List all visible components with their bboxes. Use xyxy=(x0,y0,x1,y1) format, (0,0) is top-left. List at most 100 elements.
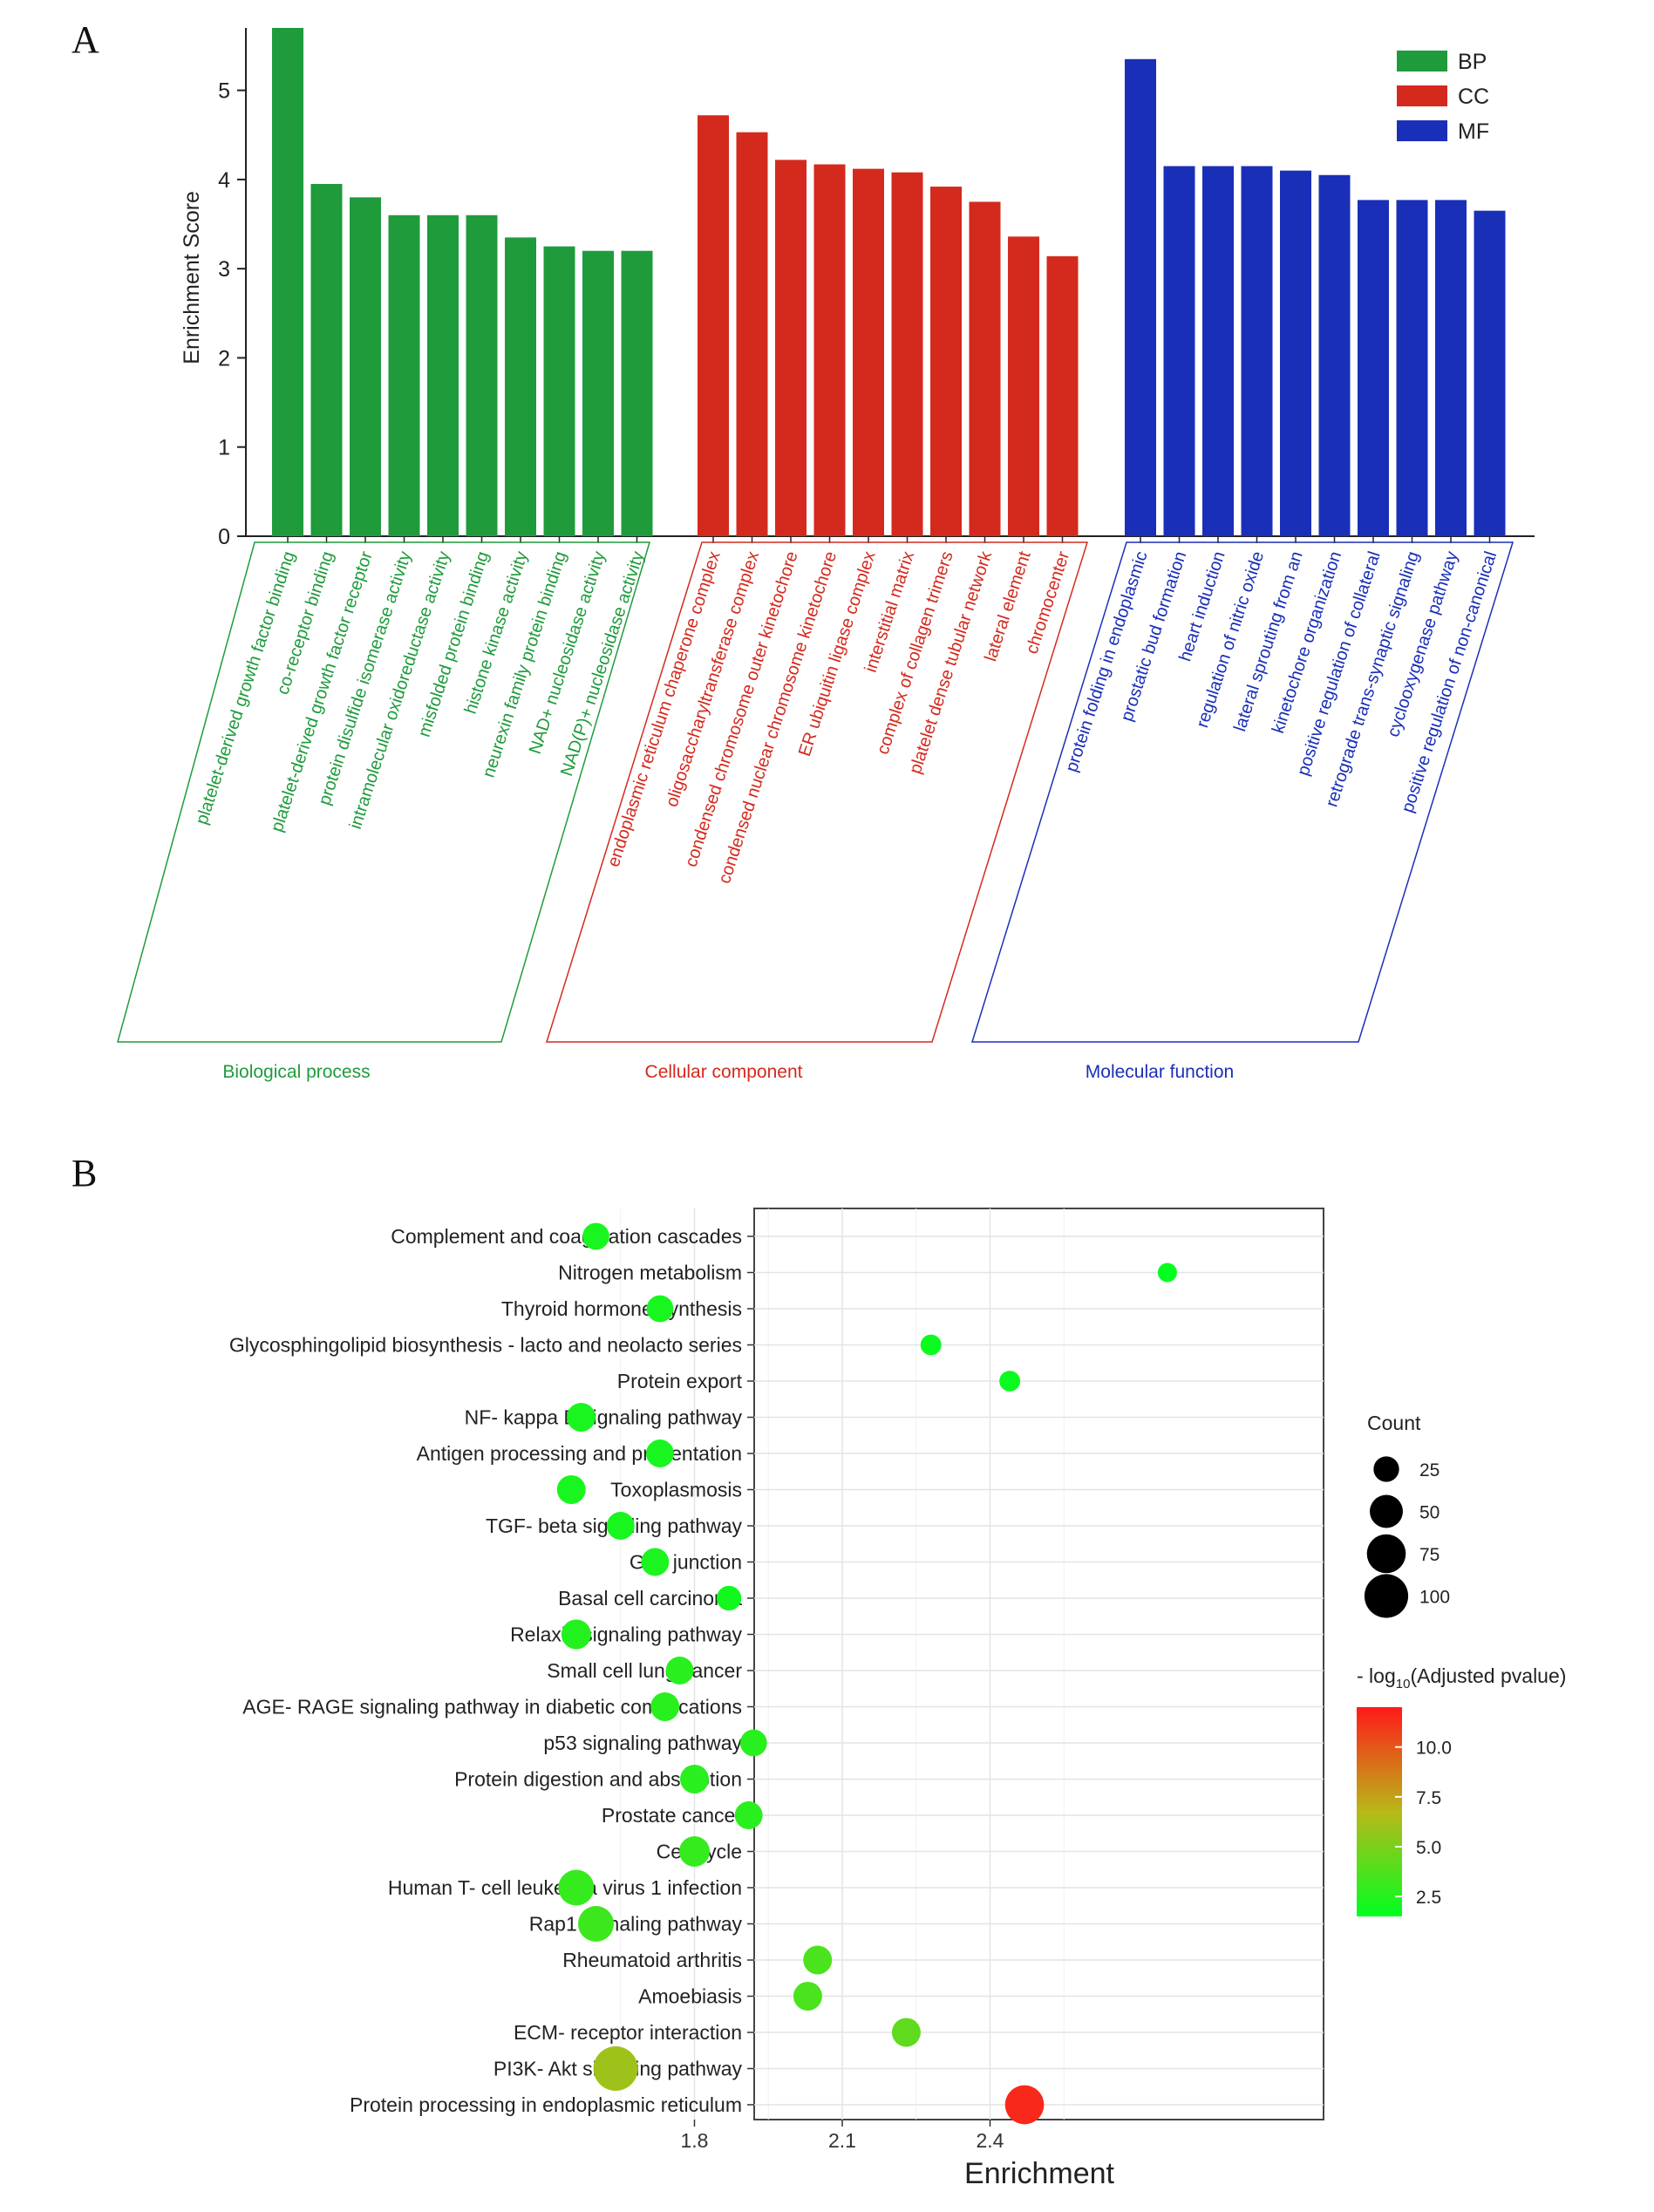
x-tick-label: 1.8 xyxy=(681,2129,709,2152)
y-tick-label: ECM- receptor interaction xyxy=(514,2021,742,2044)
bar xyxy=(466,214,498,536)
color-legend-title-suffix: (Adjusted pvalue) xyxy=(1410,1664,1566,1687)
colorbar-label: 2.5 xyxy=(1416,1888,1441,1908)
colorbar xyxy=(1357,1707,1402,1916)
size-legend-label: 50 xyxy=(1419,1503,1440,1523)
bar xyxy=(813,164,846,536)
bar xyxy=(1241,166,1273,536)
y-tick-label: Basal cell carcinoma xyxy=(558,1587,742,1610)
y-tick-label: NF- kappa B signaling pathway xyxy=(465,1406,743,1429)
y-tick-label: Complement and coagulation cascades xyxy=(391,1225,742,1248)
group-bracket xyxy=(545,541,1089,1043)
data-point xyxy=(734,1801,763,1829)
bubble-chart-b: 1.8 2.1 2.4 Enrichment Complement and coagul… xyxy=(229,1208,1566,2190)
bar xyxy=(1435,200,1467,537)
colorbar-label: 7.5 xyxy=(1416,1788,1441,1808)
group-bracket xyxy=(117,541,651,1043)
size-legend-dot xyxy=(1364,1574,1409,1618)
legend-swatch xyxy=(1397,85,1447,106)
bar xyxy=(891,172,923,536)
bar xyxy=(969,201,1001,536)
plot-panel xyxy=(753,1208,1324,2120)
data-point xyxy=(646,1295,674,1323)
y-tick-label: Relaxin signaling pathway xyxy=(510,1623,742,1646)
size-legend-dot xyxy=(1373,1456,1399,1482)
y-tick-label: 2 xyxy=(218,346,230,371)
y-tick-label: Protein processing in endoplasmic reticu… xyxy=(350,2093,742,2116)
data-point xyxy=(645,1440,674,1467)
data-point xyxy=(999,1371,1021,1392)
size-legend: Count 25 50 75 100 xyxy=(1364,1412,1450,1618)
bar xyxy=(427,214,459,536)
data-point xyxy=(593,2046,638,2091)
y-axis-label: Enrichment Score xyxy=(180,191,204,364)
color-legend-title-subscript: 10 xyxy=(1396,1677,1411,1691)
size-legend-label: 25 xyxy=(1419,1460,1440,1480)
legend-label: CC xyxy=(1458,85,1489,109)
data-point xyxy=(793,1982,822,2011)
bar xyxy=(775,160,807,537)
bar xyxy=(272,28,303,536)
bar xyxy=(582,250,614,536)
data-point xyxy=(1157,1263,1177,1283)
bar xyxy=(1358,200,1389,537)
y-tick-label: Rap1 signaling pathway xyxy=(529,1913,743,1936)
data-point xyxy=(561,1619,591,1650)
data-point xyxy=(641,1548,670,1576)
bar xyxy=(853,168,884,536)
y-tick-label: Nitrogen metabolism xyxy=(558,1262,742,1284)
data-point xyxy=(716,1585,742,1611)
data-point xyxy=(578,1906,614,1942)
colorbar-label: 10.0 xyxy=(1416,1739,1452,1759)
y-tick-label: Thyroid hormone synthesis xyxy=(501,1297,742,1320)
group-label: Cellular component xyxy=(645,1062,803,1082)
data-point xyxy=(567,1403,596,1432)
data-point xyxy=(1004,2085,1045,2125)
bar xyxy=(543,246,575,536)
data-point xyxy=(891,2018,921,2047)
y-tick-label: 0 xyxy=(218,525,230,549)
color-legend-title-prefix: - log xyxy=(1357,1664,1396,1687)
legend-label: MF xyxy=(1458,119,1489,144)
data-point xyxy=(739,1729,767,1757)
y-tick-label: 1 xyxy=(218,436,230,460)
y-tick-label: 3 xyxy=(218,257,230,282)
bar xyxy=(1474,210,1506,536)
group-label: Molecular function xyxy=(1086,1062,1234,1082)
x-tick-label: 2.4 xyxy=(977,2129,1004,2152)
bar xyxy=(930,187,962,537)
y-tick-label: Toxoplasmosis xyxy=(610,1479,742,1501)
bar xyxy=(1008,236,1039,536)
bar xyxy=(388,214,420,536)
colorbar-label: 5.0 xyxy=(1416,1838,1441,1858)
panel-label-b: B xyxy=(71,1152,98,1194)
y-tick-label: Prostate cancer xyxy=(602,1804,742,1827)
data-point xyxy=(650,1692,680,1721)
bar xyxy=(698,115,729,536)
group-label: Biological process xyxy=(222,1062,370,1082)
data-point xyxy=(680,1765,709,1793)
bar xyxy=(1280,170,1311,537)
bar xyxy=(1202,166,1234,536)
color-legend-title: - log10(Adjusted pvalue) xyxy=(1357,1664,1566,1691)
legend-swatch xyxy=(1397,51,1447,71)
size-legend-label: 100 xyxy=(1419,1588,1450,1608)
size-legend-dot xyxy=(1366,1534,1406,1574)
y-tick-label: Rheumatoid arthritis xyxy=(562,1949,742,1971)
legend-label: BP xyxy=(1458,50,1487,74)
data-point xyxy=(679,1836,710,1867)
y-tick-label: Protein export xyxy=(617,1370,743,1392)
x-axis-label: Enrichment xyxy=(964,2157,1115,2190)
data-point xyxy=(803,1945,833,1975)
legend-swatch xyxy=(1397,120,1447,141)
y-tick-label: 4 xyxy=(218,168,230,193)
color-legend: - log10(Adjusted pvalue) 2.5 5.0 7.5 10.0 xyxy=(1357,1664,1566,1916)
data-point xyxy=(665,1657,694,1685)
bar xyxy=(621,250,653,536)
bar xyxy=(1318,174,1351,536)
data-point xyxy=(558,1869,595,1906)
bar-group-bp: platelet-derived growth factor bindingco… xyxy=(117,28,653,1082)
